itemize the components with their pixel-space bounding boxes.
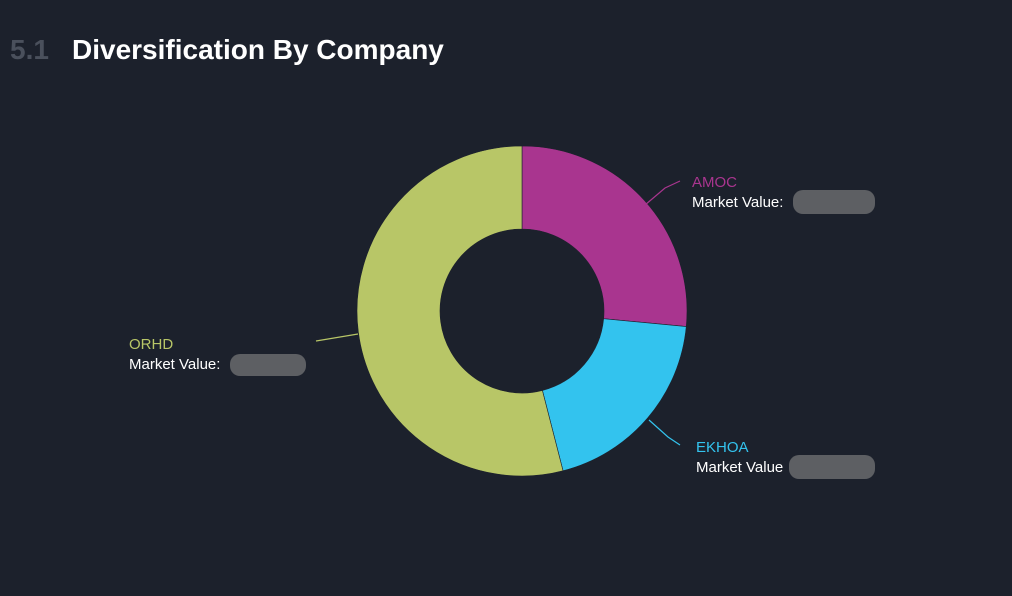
value-label-amoc: Market Value: — [692, 194, 783, 211]
slice-label-ekhoa: EKHOA — [696, 439, 749, 456]
value-label-ekhoa: Market Value — [696, 459, 783, 476]
value-label-orhd: Market Value: — [129, 356, 220, 373]
slice-amoc[interactable] — [522, 146, 687, 327]
slice-label-amoc: AMOC — [692, 174, 737, 191]
leader-line-amoc — [645, 181, 680, 205]
leader-line-orhd — [316, 334, 358, 341]
redacted-value-ekhoa — [789, 455, 875, 479]
redacted-value-amoc — [793, 190, 875, 214]
slice-ekhoa[interactable] — [542, 319, 686, 471]
leader-line-ekhoa — [649, 420, 680, 445]
redacted-value-orhd — [230, 354, 306, 376]
slice-label-orhd: ORHD — [129, 336, 173, 353]
